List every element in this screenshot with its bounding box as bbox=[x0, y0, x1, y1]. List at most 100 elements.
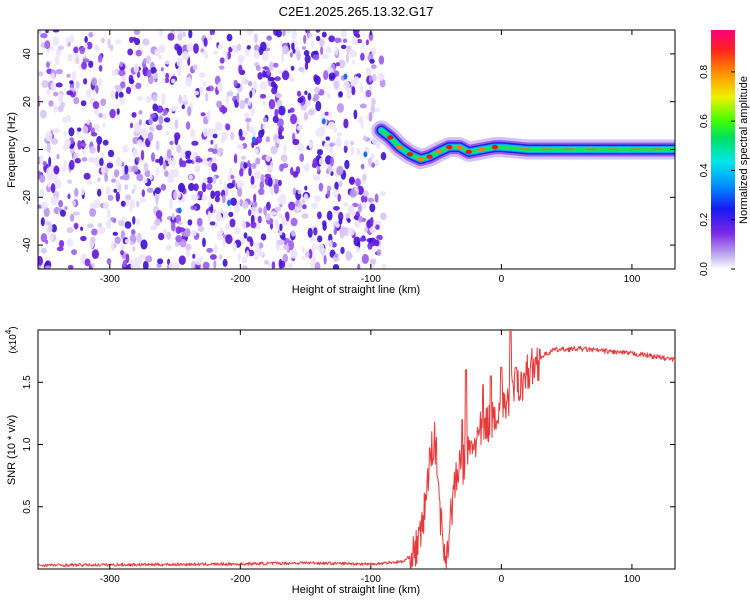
noise-speckle bbox=[328, 35, 336, 43]
noise-speckle bbox=[282, 253, 289, 263]
noise-speckle bbox=[240, 55, 245, 61]
noise-speckle bbox=[38, 71, 44, 77]
noise-speckle bbox=[175, 30, 181, 34]
noise-speckle bbox=[171, 212, 175, 220]
noise-speckle bbox=[369, 203, 376, 213]
noise-speckle bbox=[211, 30, 216, 35]
noise-speckle bbox=[313, 227, 318, 236]
noise-speckle bbox=[98, 65, 103, 72]
noise-speckle bbox=[320, 46, 324, 55]
colorbar-tick-label: 0.6 bbox=[699, 114, 710, 128]
noise-speckle bbox=[182, 94, 188, 103]
noise-speckle bbox=[248, 81, 253, 87]
noise-speckle bbox=[361, 40, 366, 48]
noise-speckle bbox=[168, 262, 175, 269]
noise-speckle bbox=[289, 78, 295, 82]
noise-speckle bbox=[206, 86, 211, 91]
noise-speckle bbox=[224, 211, 229, 219]
noise-speckle bbox=[269, 211, 278, 216]
noise-speckle bbox=[132, 246, 136, 252]
noise-speckle bbox=[258, 207, 263, 214]
noise-speckle bbox=[203, 116, 209, 125]
noise-speckle bbox=[44, 40, 51, 50]
noise-speckle bbox=[265, 213, 271, 221]
noise-speckle bbox=[207, 210, 211, 222]
noise-speckle bbox=[86, 41, 93, 50]
noise-speckle bbox=[207, 148, 215, 152]
noise-speckle bbox=[177, 191, 181, 198]
figure-title: C2E1.2025.265.13.32.G17 bbox=[279, 4, 434, 19]
noise-speckle bbox=[277, 69, 283, 74]
noise-speckle bbox=[136, 173, 144, 182]
noise-speckle bbox=[114, 236, 121, 244]
noise-speckle bbox=[110, 90, 116, 100]
snr-scale-prefix: (x10 bbox=[8, 334, 19, 354]
noise-speckle bbox=[191, 230, 197, 237]
noise-speckle bbox=[369, 58, 375, 64]
noise-speckle bbox=[381, 263, 387, 269]
noise-speckle bbox=[165, 130, 170, 135]
noise-speckle bbox=[217, 81, 224, 92]
noise-speckle bbox=[328, 239, 333, 248]
noise-speckle bbox=[237, 180, 244, 188]
noise-speckle bbox=[287, 240, 295, 251]
noise-speckle bbox=[155, 196, 159, 206]
noise-speckle bbox=[85, 88, 92, 97]
noise-speckle bbox=[369, 75, 372, 83]
noise-speckle bbox=[165, 244, 172, 251]
noise-speckle bbox=[70, 34, 74, 43]
noise-speckle bbox=[106, 208, 111, 218]
noise-speckle bbox=[98, 53, 102, 61]
noise-speckle bbox=[278, 258, 283, 269]
noise-speckle bbox=[150, 67, 157, 75]
noise-speckle bbox=[211, 156, 217, 163]
noise-speckle bbox=[320, 247, 327, 257]
noise-speckle bbox=[343, 145, 348, 154]
noise-speckle bbox=[97, 177, 101, 183]
noise-speckle bbox=[236, 144, 244, 150]
noise-speckle bbox=[206, 183, 213, 191]
noise-speckle bbox=[74, 187, 79, 197]
noise-speckle bbox=[243, 232, 248, 239]
noise-speckle bbox=[275, 30, 283, 38]
noise-speckle bbox=[311, 162, 318, 169]
noise-speckle bbox=[335, 62, 340, 67]
noise-speckle bbox=[207, 200, 212, 208]
noise-speckle bbox=[105, 186, 111, 197]
noise-speckle bbox=[147, 187, 154, 193]
noise-speckle bbox=[133, 184, 137, 192]
noise-speckle bbox=[49, 60, 53, 65]
noise-speckle-blue bbox=[343, 73, 348, 80]
noise-speckle bbox=[225, 223, 230, 231]
noise-speckle bbox=[355, 178, 361, 187]
noise-speckle bbox=[146, 69, 152, 78]
noise-speckle bbox=[257, 215, 262, 224]
noise-speckle bbox=[44, 265, 51, 269]
noise-speckle bbox=[141, 189, 145, 198]
noise-speckle bbox=[332, 264, 340, 269]
noise-speckle bbox=[212, 175, 217, 185]
noise-speckle bbox=[115, 191, 121, 202]
noise-speckle bbox=[309, 237, 317, 242]
noise-speckle bbox=[282, 45, 289, 55]
noise-speckle bbox=[367, 197, 375, 203]
noise-speckle bbox=[131, 112, 137, 118]
noise-speckle bbox=[344, 159, 350, 170]
noise-speckle bbox=[158, 156, 164, 166]
noise-speckle bbox=[253, 33, 258, 44]
noise-speckle bbox=[110, 217, 114, 222]
noise-speckle bbox=[359, 103, 367, 109]
noise-speckle bbox=[225, 234, 233, 245]
noise-speckle bbox=[155, 158, 161, 163]
noise-speckle bbox=[333, 127, 338, 133]
noise-speckle bbox=[115, 91, 119, 100]
noise-speckle bbox=[352, 36, 358, 46]
noise-speckle bbox=[216, 100, 223, 109]
noise-speckle bbox=[167, 33, 175, 41]
noise-speckle bbox=[120, 200, 126, 207]
snr-x-tick-label: 100 bbox=[624, 574, 641, 585]
noise-speckle bbox=[155, 167, 160, 176]
noise-speckle bbox=[182, 31, 186, 38]
noise-speckle bbox=[234, 226, 241, 235]
noise-speckle bbox=[343, 202, 349, 207]
